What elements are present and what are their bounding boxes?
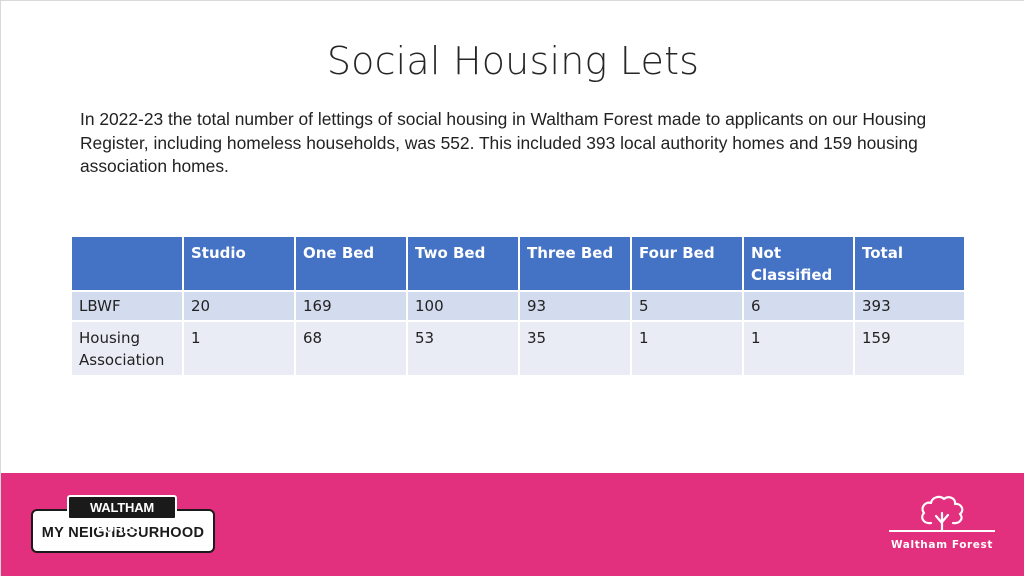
table-cell: 1 (630, 320, 744, 377)
header-cell-four-bed: Four Bed (630, 235, 744, 292)
table-cell: 393 (853, 290, 966, 322)
header-cell-one-bed: One Bed (294, 235, 408, 292)
table-cell: 1 (182, 320, 296, 377)
header-cell-not-classified: Not Classified (742, 235, 855, 292)
footer-band: MY NEIGHBOURHOOD WALTHAM FOREST Waltham … (1, 473, 1024, 576)
slide-title: Social Housing Lets (326, 39, 700, 83)
table-row: LBWF 20 169 100 93 5 6 393 (70, 290, 966, 322)
table-cell: 5 (630, 290, 744, 322)
table-cell: 35 (518, 320, 632, 377)
tree-icon (889, 495, 995, 533)
logo-caption: Waltham Forest (891, 539, 993, 551)
table-cell: 68 (294, 320, 408, 377)
intro-paragraph: In 2022-23 the total number of lettings … (80, 109, 927, 176)
table-cell: 159 (853, 320, 966, 377)
row-label: LBWF (70, 290, 184, 322)
table-header-row: Studio One Bed Two Bed Three Bed Four Be… (70, 235, 966, 292)
my-neighbourhood-logo: MY NEIGHBOURHOOD WALTHAM FOREST (31, 495, 215, 553)
header-cell-studio: Studio (182, 235, 296, 292)
header-cell-two-bed: Two Bed (406, 235, 520, 292)
header-cell-total: Total (853, 235, 966, 292)
row-label: Housing Association (70, 320, 184, 377)
table-cell: 53 (406, 320, 520, 377)
lettings-table: Studio One Bed Two Bed Three Bed Four Be… (70, 235, 966, 377)
waltham-forest-logo: Waltham Forest (887, 493, 997, 555)
header-cell-blank (70, 235, 184, 292)
table-cell: 1 (742, 320, 855, 377)
table-cell: 100 (406, 290, 520, 322)
table-cell: 6 (742, 290, 855, 322)
header-cell-three-bed: Three Bed (518, 235, 632, 292)
table-cell: 20 (182, 290, 296, 322)
table-row: Housing Association 1 68 53 35 1 1 159 (70, 320, 966, 377)
table-cell: 93 (518, 290, 632, 322)
table-cell: 169 (294, 290, 408, 322)
logo-top-text: WALTHAM FOREST (67, 495, 177, 536)
